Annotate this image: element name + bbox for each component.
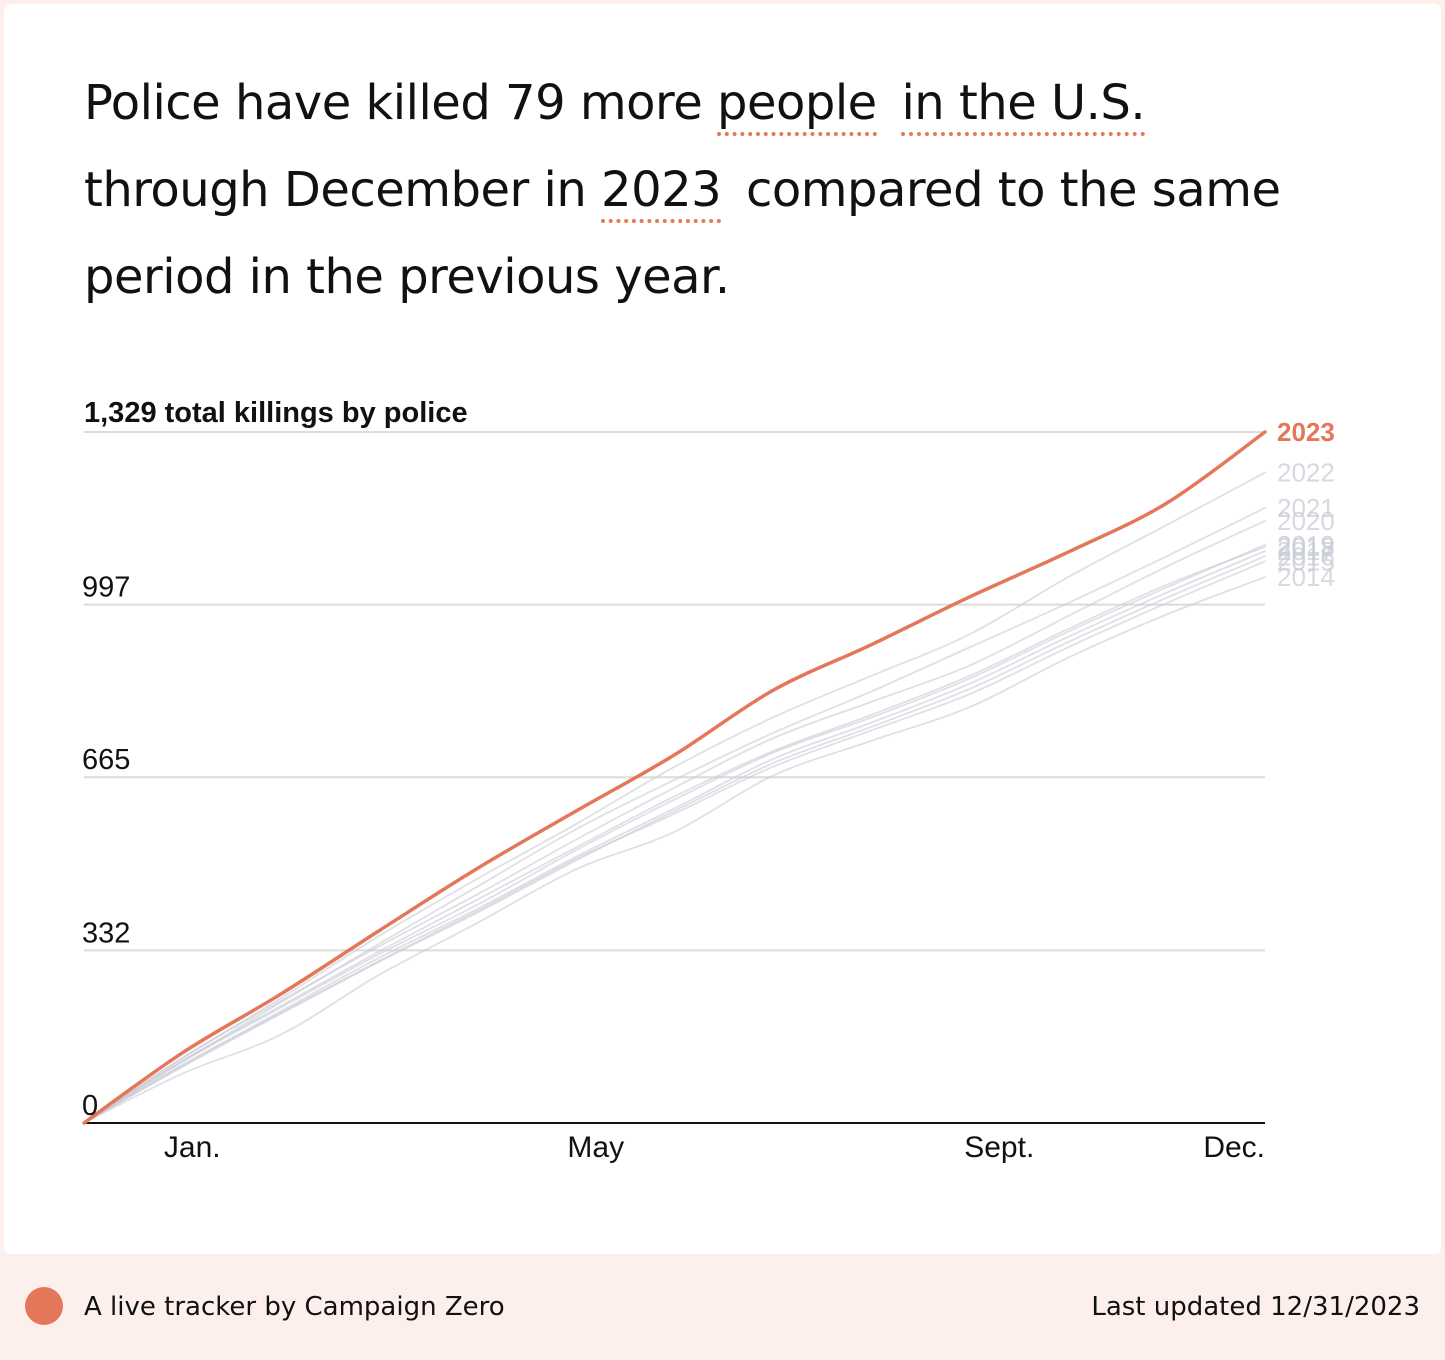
people-dropdown[interactable]: people [716,74,877,136]
headline-part-1: Police have killed 79 more [84,75,703,131]
headline-part-3: compared to the same period in the previ… [84,162,1281,305]
series-label-2023: 2023 [1277,417,1335,447]
series-line-2014 [83,576,1266,1124]
series-line-2016 [83,555,1266,1124]
y-tick-label: 332 [82,917,130,949]
headline: Police have killed 79 more people in the… [84,60,1324,321]
campaign-zero-dot-icon [25,1287,63,1325]
x-tick-label: Dec. [1203,1131,1265,1164]
series-label-2017: 2017 [1277,536,1335,566]
series-label-2018: 2018 [1277,532,1335,562]
x-tick-label: Jan. [164,1131,221,1164]
series-line-2022 [83,471,1266,1124]
credit-text: A live tracker by Campaign Zero [84,1292,505,1322]
x-tick-label: Sept. [964,1131,1034,1164]
series-line-2021 [83,507,1266,1124]
series-label-2016: 2016 [1277,541,1335,571]
y-tick-label: 665 [82,744,130,776]
cumulative-killings-chart: 1,329 total killings by police 0 332 665 99… [82,397,1335,1164]
series-line-2018 [83,546,1266,1124]
y-tick-label: 997 [82,572,130,604]
series-line-2015 [83,560,1266,1124]
series-label-2020: 2020 [1277,506,1335,536]
y-tick-label: 0 [82,1090,98,1122]
series-line-2017 [83,550,1266,1124]
series-label-2019: 2019 [1277,530,1335,560]
region-dropdown[interactable]: in the U.S. [901,74,1146,136]
headline-part-2: through December in [84,162,587,218]
series-label-2021: 2021 [1277,493,1335,523]
series-line-2023 [82,430,1267,1125]
chart-title: 1,329 total killings by police [84,397,468,429]
x-tick-label: May [567,1131,624,1164]
last-updated-text: Last updated 12/31/2023 [1091,1292,1420,1322]
series-label-2015: 2015 [1277,546,1335,576]
series-label-2022: 2022 [1277,458,1335,488]
series-line-2019 [83,543,1266,1124]
year-dropdown[interactable]: 2023 [601,161,722,223]
footer: A live tracker by Campaign Zero Last upd… [0,1254,1445,1360]
tracker-card [4,4,1441,1254]
series-label-2014: 2014 [1277,562,1335,592]
series-line-2020 [83,520,1266,1124]
